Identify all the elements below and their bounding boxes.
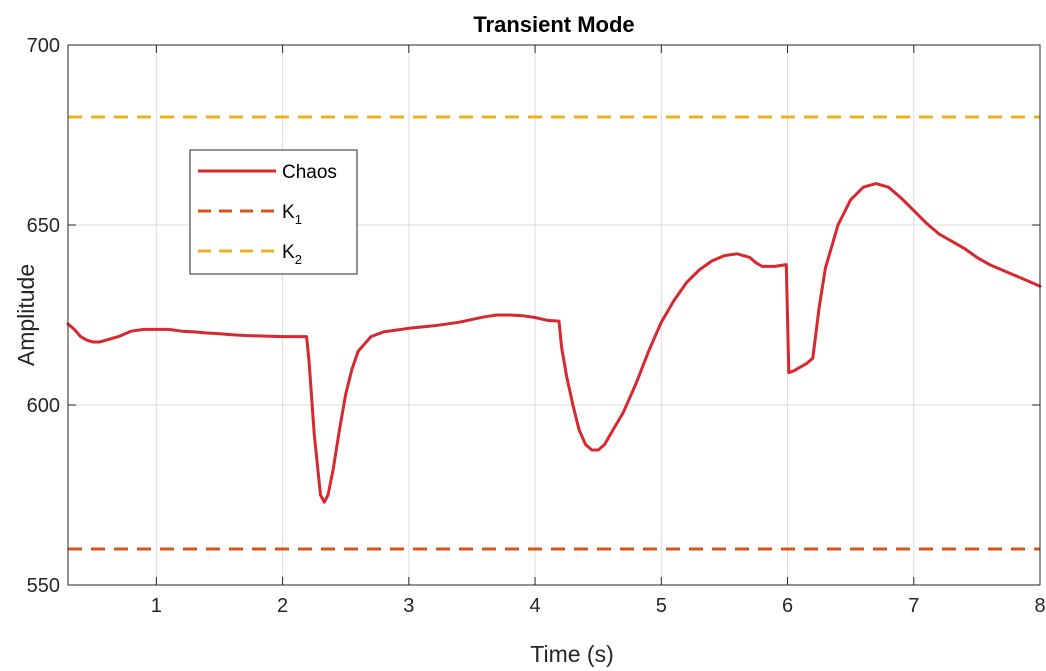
x-axis-label: Time (s)	[530, 641, 613, 667]
legend-label-k2-main: K	[282, 242, 295, 263]
ticks: 1 2 3 4 5 6 7 8 550 600 650 700	[27, 35, 1046, 617]
legend-label-k1-main: K	[282, 202, 295, 223]
y-tick-label: 550	[27, 575, 60, 597]
legend-label-k2: K2	[282, 242, 302, 267]
legend-label-k1-subscript: 1	[295, 212, 302, 227]
y-tick-label: 600	[27, 395, 60, 417]
x-tick-label: 5	[656, 595, 667, 617]
x-tick-label: 6	[782, 595, 793, 617]
y-tick-label: 650	[27, 215, 60, 237]
x-tick-label: 3	[403, 595, 414, 617]
y-axis-label: Amplitude	[13, 264, 39, 366]
x-tick-label: 4	[530, 595, 541, 617]
y-tick-label: 700	[27, 35, 60, 57]
x-tick-label: 2	[277, 595, 288, 617]
legend-label-chaos: Chaos	[282, 162, 337, 183]
legend-label-k2-subscript: 2	[295, 252, 302, 267]
x-tick-label: 1	[151, 595, 162, 617]
plot-background	[68, 45, 1040, 585]
series-layer	[66, 115, 1042, 551]
x-tick-label: 8	[1034, 595, 1045, 617]
series-line-chaos	[66, 182, 1042, 504]
legend: Chaos K1 K2	[189, 149, 358, 275]
legend-label-k1: K1	[282, 202, 302, 227]
x-tick-label: 7	[908, 595, 919, 617]
chart-title: Transient Mode	[473, 12, 634, 37]
plot-frame	[67, 44, 1041, 586]
